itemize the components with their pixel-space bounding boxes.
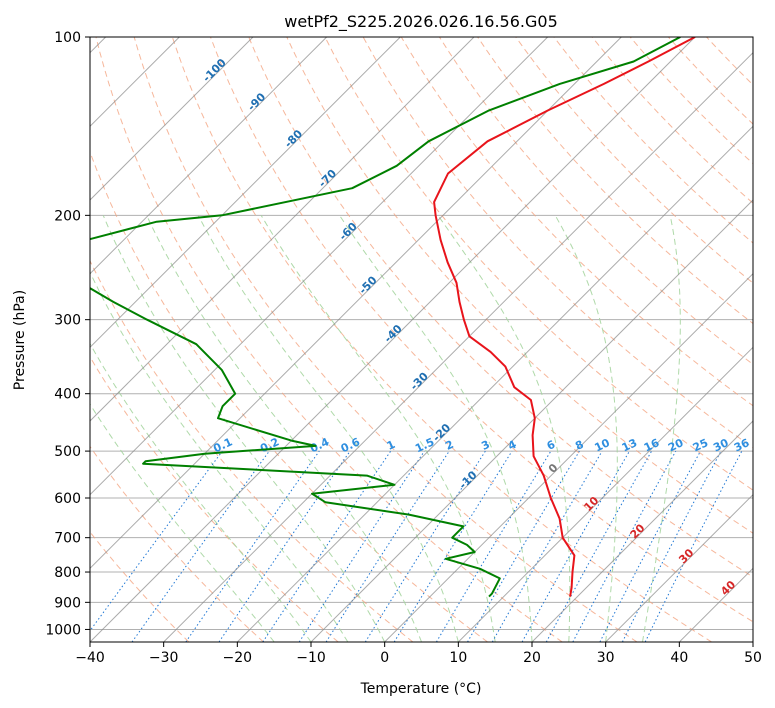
- isotherm: [310, 199, 753, 642]
- dry-adiabats: [90, 37, 753, 642]
- x-tick-label: −30: [149, 650, 179, 666]
- y-axis-ticks: 100 200 300 400 500 600 700 800 900 1000: [45, 30, 90, 638]
- mixing-ratio-label: 20: [666, 436, 686, 454]
- dry-adiabat: [171, 37, 712, 642]
- mixing-ratio-line: [467, 450, 580, 642]
- y-tick-label: 1000: [45, 622, 81, 638]
- mixing-ratio-label: 10: [593, 436, 613, 454]
- mixing-ratio-label: 36: [732, 436, 752, 454]
- x-axis-ticks: −40 −30 −20 −10 0 10 20 30 40 50: [75, 642, 762, 666]
- moist-adiabat: [197, 215, 459, 642]
- isotherm: [90, 37, 622, 570]
- y-tick-label: 400: [54, 387, 81, 403]
- dry-adiabat: [210, 37, 753, 623]
- isotherm: [90, 37, 401, 349]
- moist-adiabat: [642, 215, 681, 642]
- x-tick-label: −10: [296, 650, 326, 666]
- isotherm: [236, 125, 753, 642]
- y-tick-label: 200: [54, 208, 81, 224]
- mixing-ratio-line: [131, 450, 270, 642]
- x-tick-label: −20: [223, 650, 253, 666]
- isotherm: [90, 37, 696, 642]
- mixing-ratio-line: [521, 450, 630, 642]
- isotherm: [384, 272, 753, 642]
- x-tick-label: 10: [449, 650, 467, 666]
- dry-adiabat: [95, 37, 563, 642]
- y-tick-label: 600: [54, 491, 81, 507]
- y-tick-label: 800: [54, 565, 81, 581]
- mixing-ratio-label: 13: [620, 436, 639, 454]
- mixing-ratio-line: [218, 450, 351, 642]
- isotherms: [90, 37, 753, 642]
- mixing-ratio-line: [90, 450, 223, 632]
- dry-adiabat: [133, 37, 638, 642]
- x-tick-label: −40: [75, 650, 105, 666]
- x-tick-label: 30: [597, 650, 615, 666]
- dry-adiabat: [477, 37, 753, 325]
- isotherm: [531, 420, 753, 642]
- dewpoint-profile-line: [90, 37, 681, 598]
- moist-adiabat: [146, 215, 422, 642]
- dry-adiabat: [400, 37, 753, 407]
- chart-title: wetPf2_S225.2026.026.16.56.G05: [284, 12, 558, 32]
- dry-adiabat: [248, 37, 753, 578]
- isotherm: [163, 51, 753, 642]
- mixing-ratio-label: 30: [711, 436, 731, 454]
- dry-adiabat: [90, 259, 414, 642]
- moist-adiabat: [102, 215, 386, 642]
- y-axis-label: Pressure (hPa): [12, 290, 28, 390]
- mixing-ratio-line: [435, 450, 552, 642]
- pressure-gridlines: [90, 37, 753, 630]
- dry-adiabat: [90, 445, 264, 642]
- mixing-ratio-line: [325, 450, 450, 642]
- y-tick-label: 300: [54, 313, 81, 329]
- isotherm: [90, 37, 254, 201]
- dry-adiabat: [629, 37, 753, 165]
- moist-adiabat: [554, 215, 618, 642]
- x-tick-label: 40: [670, 650, 688, 666]
- isotherm: [457, 346, 753, 642]
- moist-adiabat: [90, 403, 275, 642]
- mixing-ratio-line: [364, 450, 486, 642]
- mixing-ratio-line: [393, 450, 513, 642]
- y-tick-label: 100: [54, 30, 81, 46]
- moist-adiabat: [260, 215, 496, 642]
- isotherm: [90, 37, 328, 275]
- mixing-ratio-line: [572, 450, 677, 642]
- mixing-ratio-label: 25: [691, 436, 710, 454]
- dry-adiabat: [324, 37, 753, 491]
- dry-adiabat: [591, 37, 753, 204]
- plot-frame: [89, 36, 754, 643]
- y-tick-label: 500: [54, 444, 81, 460]
- sounding-series: [90, 37, 696, 598]
- x-tick-label: 0: [380, 650, 389, 666]
- x-tick-label: 20: [523, 650, 541, 666]
- moist-adiabat: [90, 342, 312, 642]
- temperature-profile-line: [433, 37, 696, 597]
- mixing-ratio-lines: [90, 450, 743, 642]
- x-axis-label: Temperature (°C): [360, 681, 482, 697]
- dry-adiabat: [515, 37, 753, 284]
- mixing-ratio-label: 16: [642, 436, 662, 454]
- mixing-ratio-line: [185, 450, 320, 642]
- y-tick-label: 900: [54, 595, 81, 611]
- isotherm: [90, 37, 549, 496]
- moist-adiabats: [90, 215, 681, 642]
- moist-adiabat: [437, 215, 571, 642]
- isotherm: [90, 37, 475, 422]
- mixing-ratio-line: [491, 450, 603, 642]
- isotherm: [605, 493, 753, 642]
- x-tick-label: 50: [744, 650, 762, 666]
- y-tick-label: 700: [54, 531, 81, 547]
- moist-adiabat: [339, 215, 533, 642]
